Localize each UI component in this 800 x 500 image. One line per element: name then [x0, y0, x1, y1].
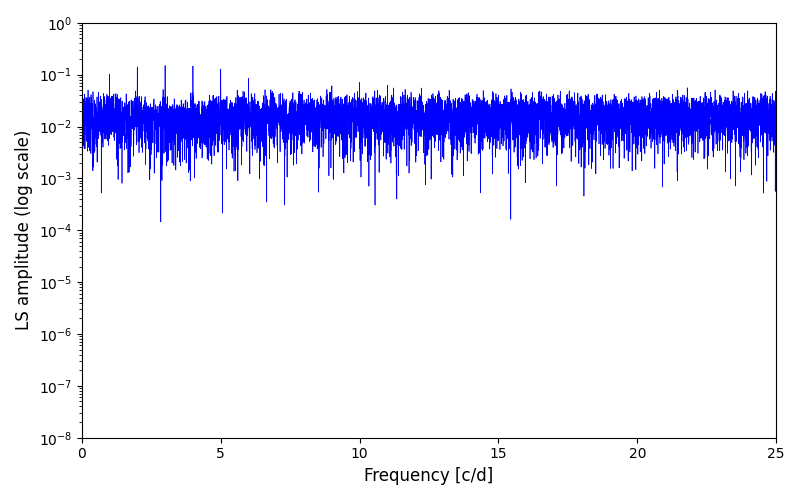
X-axis label: Frequency [c/d]: Frequency [c/d]: [364, 467, 494, 485]
Y-axis label: LS amplitude (log scale): LS amplitude (log scale): [15, 130, 33, 330]
